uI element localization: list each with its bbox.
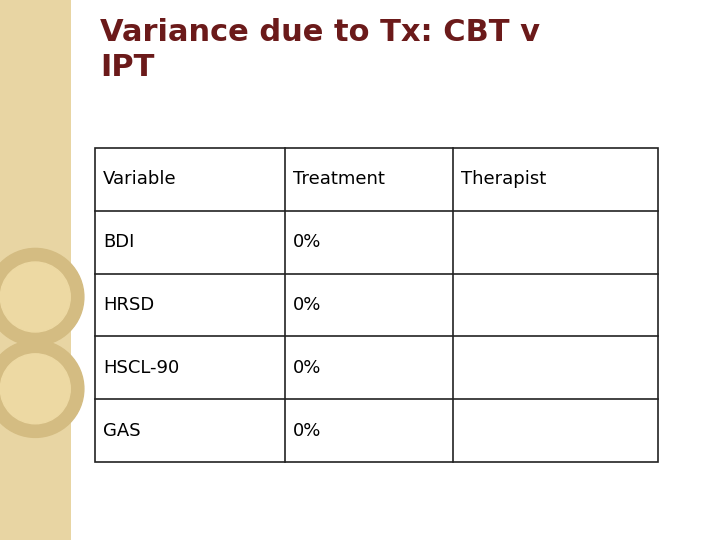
Text: 0%: 0%: [293, 422, 321, 440]
Text: Variance due to Tx: CBT v
IPT: Variance due to Tx: CBT v IPT: [100, 18, 540, 82]
Circle shape: [0, 262, 71, 332]
Bar: [95, 148, 658, 462]
Text: 0%: 0%: [293, 359, 321, 377]
Text: GAS: GAS: [103, 422, 140, 440]
Circle shape: [0, 340, 84, 437]
Circle shape: [0, 354, 71, 424]
Text: Treatment: Treatment: [293, 171, 385, 188]
Text: Variable: Variable: [103, 171, 176, 188]
Text: 0%: 0%: [293, 233, 321, 251]
Circle shape: [0, 248, 84, 346]
Text: 0%: 0%: [293, 296, 321, 314]
Text: HSCL-90: HSCL-90: [103, 359, 179, 377]
Text: HRSD: HRSD: [103, 296, 154, 314]
Text: Therapist: Therapist: [461, 171, 546, 188]
Text: BDI: BDI: [103, 233, 135, 251]
Bar: [0, 0, 71, 540]
